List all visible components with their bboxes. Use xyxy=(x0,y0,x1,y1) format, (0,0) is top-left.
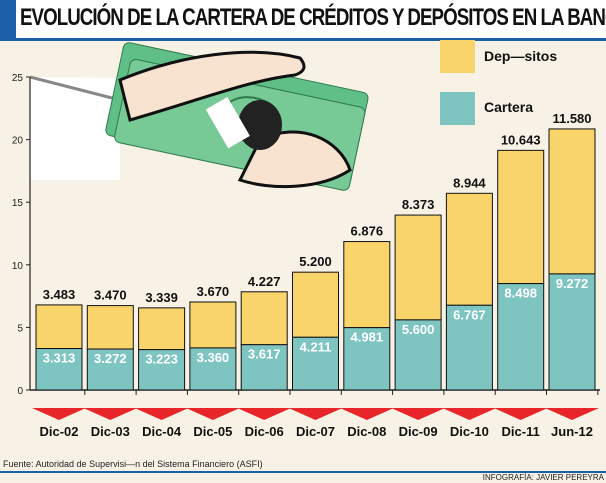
bar-cartera xyxy=(138,349,186,391)
title-accent xyxy=(0,0,16,38)
category-marker xyxy=(545,408,599,420)
cartera-value-label: 3.617 xyxy=(248,347,281,362)
depositos-value-label: 6.876 xyxy=(351,224,384,239)
depositos-value-label: 8.944 xyxy=(453,175,486,190)
x-tick-label: Dic-10 xyxy=(450,424,489,439)
x-tick-label: Dic-08 xyxy=(347,424,386,439)
bar-depositos xyxy=(35,304,83,350)
category-marker xyxy=(288,408,343,420)
category-marker xyxy=(493,408,548,420)
category-marker xyxy=(391,408,446,420)
cartera-value-label: 3.313 xyxy=(43,351,76,366)
depositos-value-label: 8.373 xyxy=(402,197,435,212)
y-tick-label: 5 xyxy=(17,323,23,334)
x-tick-label: Dic-05 xyxy=(193,424,232,439)
legend-label-depositos: Dep—sitos xyxy=(484,48,557,64)
category-marker xyxy=(237,408,292,420)
source-note: Fuente: Autoridad de Supervisi—n del Sis… xyxy=(3,459,263,469)
cartera-value-label: 9.272 xyxy=(556,276,589,291)
bars: 3.483 3.313 Dic-02 3.470 3.272 Dic-03 3.339 3.2… xyxy=(32,111,599,439)
credit: INFOGRAFÍA: JAVIER PEREYRA xyxy=(482,473,604,482)
bar-cartera xyxy=(497,283,545,391)
cartera-value-label: 3.360 xyxy=(197,350,230,365)
y-tick-label: 0 xyxy=(17,386,23,397)
y-tick-label: 10 xyxy=(12,261,24,272)
depositos-value-label: 3.339 xyxy=(145,290,178,305)
bar-depositos xyxy=(394,214,442,321)
bar-cartera xyxy=(35,348,83,391)
category-marker xyxy=(442,408,497,420)
legend: Dep—sitos Cartera xyxy=(440,40,557,125)
cartera-value-label: 4.211 xyxy=(300,339,332,354)
depositos-value-label: 3.470 xyxy=(94,288,127,303)
bar-depositos xyxy=(548,128,596,275)
x-tick-label: Dic-03 xyxy=(91,424,130,439)
legend-swatch-depositos xyxy=(440,40,475,73)
x-tick-label: Dic-09 xyxy=(399,424,438,439)
legend-swatch-cartera xyxy=(440,92,475,125)
x-tick-label: Dic-04 xyxy=(142,424,182,439)
bar-cartera xyxy=(343,327,391,391)
category-marker xyxy=(83,408,138,420)
cartera-value-label: 3.223 xyxy=(145,352,178,367)
bar-depositos xyxy=(445,192,493,306)
category-marker xyxy=(339,408,394,420)
x-tick-label: Dic-11 xyxy=(502,424,540,439)
x-tick-label: Dic-07 xyxy=(296,424,335,439)
bar-cartera xyxy=(240,344,288,391)
depositos-value-label: 10.643 xyxy=(501,132,541,147)
bar-cartera xyxy=(445,304,493,391)
category-marker xyxy=(134,408,189,420)
title-bar: EVOLUCIÓN DE LA CARTERA DE CRÉDITOS Y DE… xyxy=(0,0,606,41)
depositos-value-label: 4.227 xyxy=(248,274,281,289)
depositos-value-label: 11.580 xyxy=(552,111,591,126)
hand-money-illustration xyxy=(29,42,369,191)
x-tick-label: Jun-12 xyxy=(551,424,593,439)
cartera-value-label: 8.498 xyxy=(504,286,537,301)
y-tick-label: 15 xyxy=(12,198,24,209)
depositos-value-label: 3.670 xyxy=(197,284,230,299)
depositos-value-label: 3.483 xyxy=(43,287,76,302)
bar-depositos xyxy=(86,305,134,350)
footer-divider xyxy=(0,471,606,473)
bar-depositos xyxy=(292,271,339,338)
bar-cartera xyxy=(189,347,237,391)
category-marker xyxy=(32,408,86,420)
bar-cartera xyxy=(292,336,339,391)
cartera-value-label: 3.272 xyxy=(94,351,127,366)
chart-title: EVOLUCIÓN DE LA CARTERA DE CRÉDITOS Y DE… xyxy=(20,4,606,31)
legend-label-cartera: Cartera xyxy=(484,99,533,115)
cartera-value-label: 6.767 xyxy=(453,307,486,322)
cartera-value-label: 4.981 xyxy=(351,330,384,345)
cartera-value-label: 5.600 xyxy=(402,322,435,337)
bar-cartera xyxy=(394,319,442,391)
bar-cartera xyxy=(548,273,596,391)
bar-depositos xyxy=(343,241,391,329)
bar-depositos xyxy=(240,291,288,346)
x-tick-label: Dic-06 xyxy=(245,424,284,439)
bar-depositos xyxy=(189,301,237,349)
depositos-value-label: 5.200 xyxy=(299,254,332,269)
y-tick-label: 20 xyxy=(12,136,24,147)
category-marker xyxy=(185,408,240,420)
y-tick-label: 25 xyxy=(12,73,24,84)
chart: 0 5 10 15 20 25 3.483 3.313 Dic-02 3.470 3.272 Dic… xyxy=(12,40,600,439)
bar-depositos xyxy=(497,149,545,285)
bar-depositos xyxy=(138,307,186,351)
bar-cartera xyxy=(86,348,134,391)
x-tick-label: Dic-02 xyxy=(39,424,78,439)
